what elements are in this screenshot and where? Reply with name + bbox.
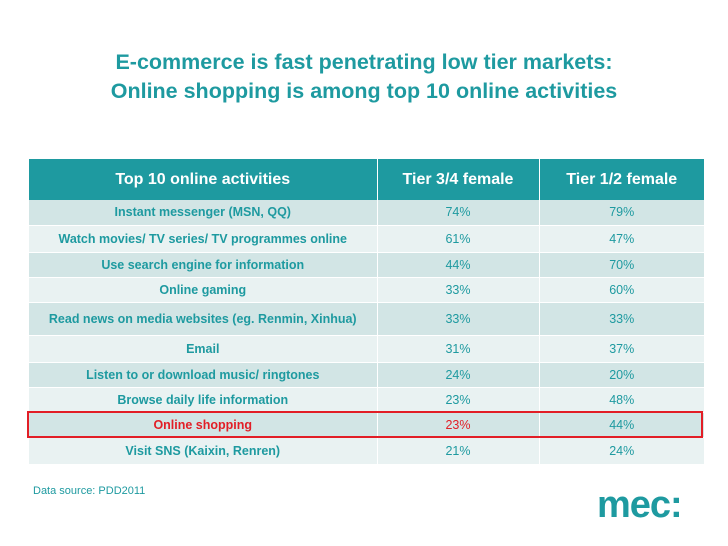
table-row: Instant messenger (MSN, QQ) 74% 79%	[29, 200, 704, 226]
page-title: E-commerce is fast penetrating low tier …	[0, 48, 728, 106]
table-row: Browse daily life information 23% 48%	[29, 387, 704, 413]
cell-activity: Online shopping	[29, 412, 378, 438]
cell-tier34: 23%	[377, 412, 540, 438]
table-body: Instant messenger (MSN, QQ) 74% 79% Watch m…	[29, 200, 704, 465]
table-row: Online shopping 23% 44%	[29, 412, 704, 438]
column-header-activity: Top 10 online activities	[29, 159, 378, 200]
cell-activity: Use search engine for information	[29, 252, 378, 278]
table-row: Email 31% 37%	[29, 335, 704, 363]
cell-activity: Visit SNS (Kaixin, Renren)	[29, 437, 378, 465]
cell-tier34: 21%	[377, 437, 540, 465]
column-header-tier34: Tier 3/4 female	[377, 159, 540, 200]
cell-tier12: 48%	[539, 387, 704, 413]
table-row: Watch movies/ TV series/ TV programmes o…	[29, 225, 704, 253]
cell-activity: Watch movies/ TV series/ TV programmes o…	[29, 225, 378, 253]
cell-tier12: 33%	[539, 302, 704, 336]
cell-tier34: 31%	[377, 335, 540, 363]
table-header-row: Top 10 online activities Tier 3/4 female…	[29, 159, 704, 200]
cell-tier34: 33%	[377, 302, 540, 336]
table-row: Visit SNS (Kaixin, Renren) 21% 24%	[29, 437, 704, 465]
logo-text: mec:	[597, 484, 682, 524]
cell-tier34: 33%	[377, 277, 540, 303]
cell-tier12: 24%	[539, 437, 704, 465]
cell-tier34: 74%	[377, 200, 540, 226]
cell-tier12: 79%	[539, 200, 704, 226]
cell-activity: Online gaming	[29, 277, 378, 303]
table-row: Read news on media websites (eg. Renmin,…	[29, 302, 704, 336]
cell-tier34: 44%	[377, 252, 540, 278]
title-line-2: Online shopping is among top 10 online a…	[110, 79, 618, 103]
cell-tier12: 37%	[539, 335, 704, 363]
activities-table: Top 10 online activities Tier 3/4 female…	[29, 159, 704, 465]
cell-tier34: 23%	[377, 387, 540, 413]
cell-activity: Browse daily life information	[29, 387, 378, 413]
cell-activity: Email	[29, 335, 378, 363]
cell-tier12: 60%	[539, 277, 704, 303]
mec-logo-icon: mec:	[597, 484, 683, 524]
cell-activity: Instant messenger (MSN, QQ)	[29, 200, 378, 226]
cell-tier12: 70%	[539, 252, 704, 278]
title-line-1: E-commerce is fast penetrating low tier …	[115, 50, 613, 74]
cell-activity: Read news on media websites (eg. Renmin,…	[29, 302, 378, 336]
table-row: Use search engine for information 44% 70%	[29, 252, 704, 278]
column-header-tier12: Tier 1/2 female	[539, 159, 704, 200]
cell-tier34: 61%	[377, 225, 540, 253]
table-row: Online gaming 33% 60%	[29, 277, 704, 303]
cell-activity: Listen to or download music/ ringtones	[29, 362, 378, 388]
cell-tier34: 24%	[377, 362, 540, 388]
cell-tier12: 20%	[539, 362, 704, 388]
cell-tier12: 47%	[539, 225, 704, 253]
table-row: Listen to or download music/ ringtones 24…	[29, 362, 704, 388]
data-source-note: Data source: PDD2011	[33, 485, 146, 497]
cell-tier12: 44%	[539, 412, 704, 438]
